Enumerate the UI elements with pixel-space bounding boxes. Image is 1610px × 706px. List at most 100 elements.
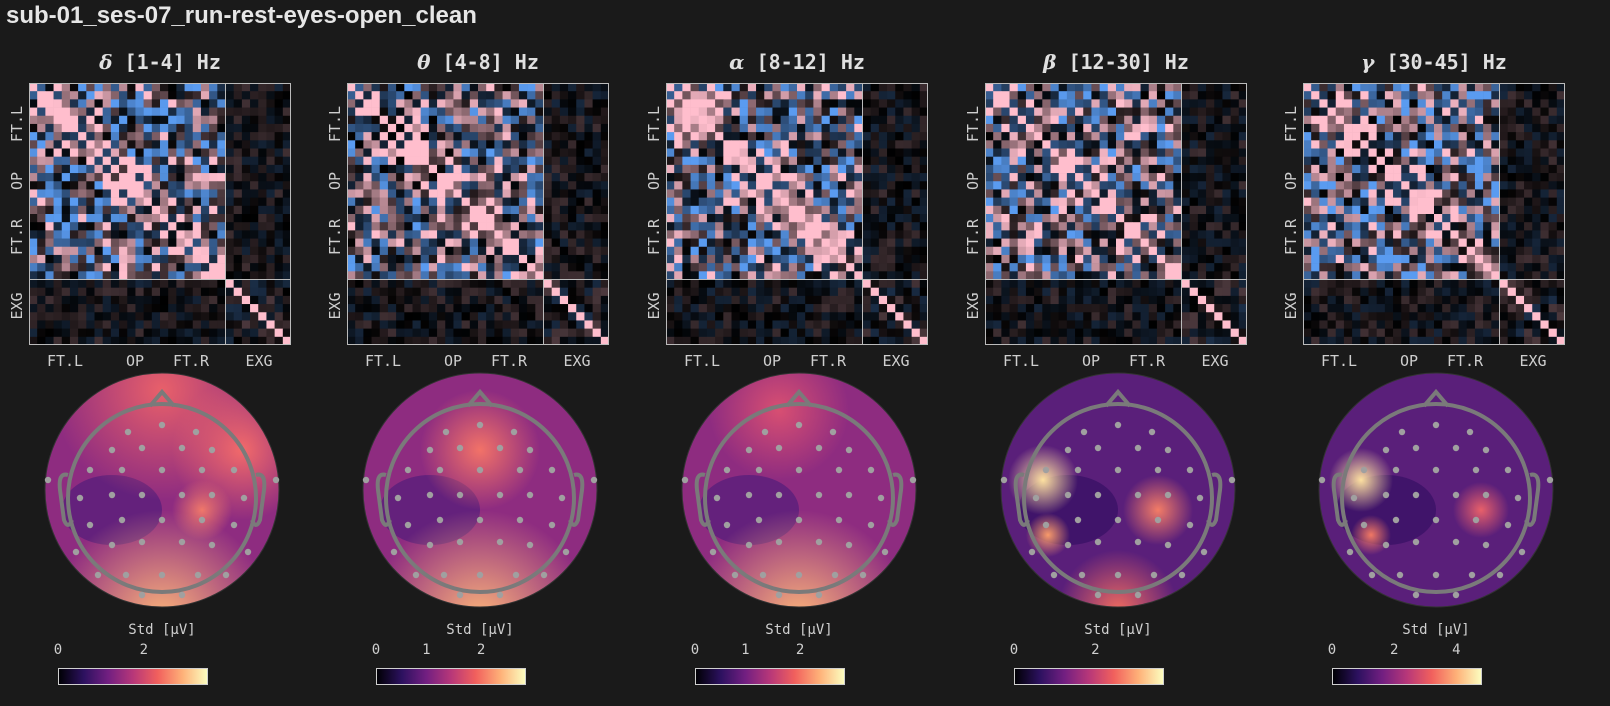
- matrix-cell: [135, 91, 144, 100]
- matrix-cell: [1409, 164, 1418, 174]
- matrix-cell: [706, 328, 716, 338]
- matrix-cell: [160, 132, 169, 141]
- matrix-cell: [527, 246, 536, 256]
- matrix-cell: [160, 189, 169, 198]
- matrix-cell: [151, 304, 161, 313]
- matrix-cell: [878, 156, 888, 166]
- matrix-cell: [428, 164, 438, 174]
- matrix-cell: [363, 156, 372, 166]
- matrix-cell: [780, 205, 790, 215]
- matrix-cell: [241, 123, 251, 133]
- matrix-cell: [821, 320, 831, 329]
- electrode-marker: [178, 591, 186, 599]
- matrix-cell: [1474, 222, 1484, 231]
- matrix-cell: [94, 336, 103, 345]
- matrix-cell: [1124, 295, 1133, 305]
- matrix-cell: [535, 230, 544, 239]
- matrix-cell: [355, 328, 364, 338]
- matrix-cell: [1483, 83, 1492, 92]
- matrix-cell: [1025, 164, 1035, 174]
- matrix-cell: [731, 279, 740, 288]
- matrix-cell: [412, 254, 421, 264]
- matrix-cell: [347, 132, 356, 141]
- matrix-cell: [404, 263, 413, 272]
- electrode-marker: [795, 516, 803, 524]
- matrix-cell: [250, 214, 259, 223]
- matrix-cell: [29, 83, 38, 92]
- matrix-cell: [453, 164, 462, 174]
- matrix-cell: [151, 156, 161, 166]
- colorbar-tick: 1: [422, 642, 431, 658]
- matrix-cell: [1466, 238, 1476, 248]
- matrix-cell: [355, 320, 364, 329]
- matrix-cell: [903, 115, 912, 125]
- matrix-cell: [371, 107, 381, 117]
- matrix-cell: [168, 181, 177, 190]
- matrix-cell: [135, 238, 144, 248]
- matrix-cell: [45, 140, 54, 149]
- matrix-cell: [1189, 214, 1199, 223]
- matrix-cell: [1066, 238, 1076, 248]
- matrix-cell: [518, 295, 528, 305]
- matrix-cell: [1450, 123, 1459, 133]
- matrix-cell: [420, 148, 430, 157]
- matrix-cell: [396, 83, 405, 92]
- matrix-cell: [1173, 336, 1182, 345]
- matrix-cell: [469, 320, 479, 329]
- matrix-cell: [846, 91, 855, 100]
- matrix-cell: [192, 287, 202, 297]
- matrix-cell: [837, 107, 847, 117]
- matrix-cell: [805, 263, 814, 272]
- matrix-cell: [821, 238, 831, 248]
- matrix-cell: [1483, 99, 1492, 108]
- matrix-cell: [747, 246, 757, 256]
- matrix-cell: [217, 156, 226, 166]
- matrix-cell: [870, 320, 880, 329]
- matrix-cell: [1017, 279, 1027, 288]
- matrix-cell: [1189, 132, 1199, 141]
- matrix-cell: [1556, 115, 1565, 125]
- matrix-cell: [903, 140, 912, 149]
- matrix-cell: [805, 132, 814, 141]
- matrix-cell: [428, 132, 438, 141]
- matrix-cell: [453, 115, 462, 125]
- matrix-cell: [1311, 173, 1320, 182]
- matrix-cell: [1425, 238, 1435, 248]
- matrix-cell: [723, 238, 732, 248]
- matrix-cell: [469, 238, 479, 248]
- matrix-cell: [1066, 263, 1076, 272]
- matrix-cell: [1034, 107, 1043, 117]
- matrix-cell: [1083, 197, 1092, 207]
- matrix-cell: [1499, 173, 1508, 182]
- matrix-cell: [371, 287, 381, 297]
- matrix-cell: [797, 189, 806, 198]
- matrix-cell: [1409, 107, 1418, 117]
- matrix-cell: [1034, 312, 1043, 321]
- matrix-cell: [379, 197, 389, 207]
- matrix-cell: [502, 99, 512, 108]
- matrix-cell: [453, 328, 462, 338]
- matrix-cell: [805, 246, 814, 256]
- matrix-cell: [510, 328, 520, 338]
- matrix-cell: [1091, 254, 1100, 264]
- matrix-cell: [151, 173, 161, 182]
- matrix-cell: [698, 320, 708, 329]
- matrix-cell: [1343, 99, 1353, 108]
- matrix-cell: [1189, 173, 1199, 182]
- matrix-cell: [690, 238, 700, 248]
- matrix-cell: [887, 214, 896, 223]
- matrix-cell: [1034, 132, 1043, 141]
- matrix-cell: [592, 320, 602, 329]
- matrix-cell: [1303, 156, 1312, 166]
- matrix-cell: [494, 238, 503, 248]
- matrix-cell: [37, 140, 46, 149]
- matrix-cell: [510, 123, 520, 133]
- matrix-cell: [110, 320, 120, 329]
- matrix-cell: [1148, 312, 1158, 321]
- matrix-cell: [1230, 83, 1240, 92]
- matrix-cell: [396, 295, 405, 305]
- matrix-cell: [1156, 164, 1166, 174]
- matrix-cell: [576, 279, 585, 288]
- matrix-cell: [903, 156, 912, 166]
- matrix-cell: [772, 271, 781, 280]
